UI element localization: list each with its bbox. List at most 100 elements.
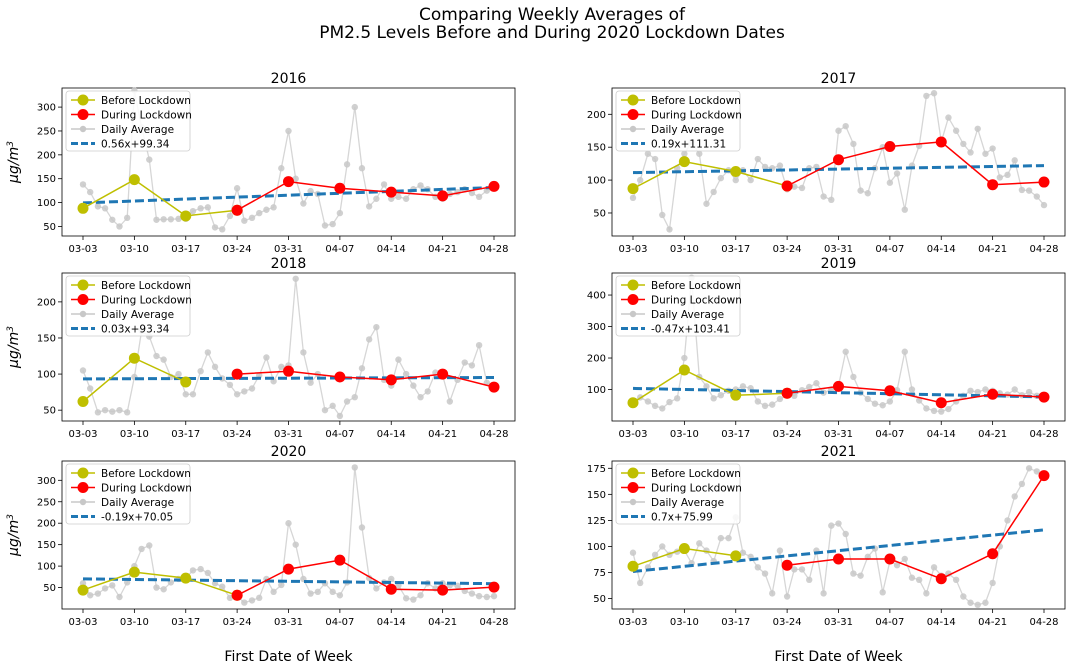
legend-during-lockdown-label: During Lockdown (101, 294, 192, 306)
daily-average-point (204, 204, 212, 211)
daily-average-point (241, 388, 248, 395)
y-tick-label: 200 (587, 110, 606, 121)
figure-title-line2: PM2.5 Levels Before and During 2020 Lock… (319, 23, 785, 43)
during-lockdown-point (1038, 470, 1050, 482)
daily-average-point (989, 579, 996, 587)
legend-box (65, 463, 191, 525)
daily-average-point (659, 543, 666, 550)
legend-before-lockdown-label: Before Lockdown (101, 280, 191, 292)
daily-average-point (226, 212, 234, 220)
before-lockdown-point (730, 550, 742, 562)
daily-average-point (402, 195, 410, 202)
legend-before-lockdown-label: Before Lockdown (651, 468, 741, 480)
legend-daily-average-label: Daily Average (101, 124, 174, 136)
y-tick-label: 50 (593, 594, 606, 605)
before-lockdown-point (627, 397, 639, 409)
daily-average-point (101, 205, 109, 212)
panel-title: 2017 (821, 71, 857, 87)
before-lockdown-point (678, 543, 690, 555)
daily-average-point (666, 226, 673, 233)
daily-average-point (329, 588, 336, 596)
x-tick-label: 04-21 (978, 244, 1007, 255)
daily-average-point (901, 555, 908, 563)
x-tick-label: 04-14 (377, 429, 406, 440)
daily-average-point (365, 203, 373, 210)
y-tick-label: 50 (43, 406, 56, 417)
daily-average-point (101, 406, 109, 414)
x-tick-label: 03-10 (670, 244, 699, 255)
daily-average-point (109, 582, 116, 589)
x-tick-label: 03-17 (721, 429, 750, 440)
daily-average-point (893, 170, 901, 177)
x-tick-label: 03-31 (274, 429, 303, 440)
panel-title: 2021 (821, 444, 857, 460)
legend-before-lockdown-label: Before Lockdown (101, 95, 191, 107)
daily-average-point (468, 590, 476, 597)
during-lockdown-point (488, 581, 500, 593)
daily-average-point (175, 215, 182, 223)
legend-during-lockdown-swatch-marker (77, 482, 89, 493)
legend-daily-average-label: Daily Average (651, 497, 724, 509)
during-lockdown-point (231, 368, 243, 380)
daily-average-point (94, 590, 102, 597)
legend-box (615, 463, 741, 525)
daily-average-point (292, 175, 299, 182)
panel-title: 2018 (271, 256, 307, 272)
daily-average-point (798, 184, 806, 192)
daily-average-point (813, 380, 820, 387)
daily-average-point (710, 188, 717, 196)
y-tick-label: 150 (587, 490, 606, 501)
daily-average-point (930, 564, 938, 571)
legend-before-lockdown-label: Before Lockdown (651, 280, 741, 292)
daily-average-point (270, 588, 277, 596)
y-tick-label: 50 (43, 583, 56, 594)
daily-average-point (146, 156, 153, 163)
daily-average-point (329, 402, 336, 410)
daily-average-point (629, 549, 637, 556)
during-lockdown-point (781, 559, 793, 571)
daily-average-point (123, 409, 131, 416)
daily-average-point (761, 163, 769, 171)
before-lockdown-point (128, 174, 140, 186)
trend-line (632, 164, 1045, 175)
daily-average-point (820, 193, 827, 200)
daily-average-point (292, 275, 299, 282)
daily-average-point (1033, 468, 1041, 475)
daily-average-point (175, 370, 182, 378)
daily-average-point (336, 412, 344, 420)
legend-box (65, 275, 191, 337)
legend-daily-average-label: Daily Average (101, 309, 174, 321)
y-tick-label: 400 (587, 291, 606, 302)
daily-average-point (211, 363, 219, 371)
during-lockdown-point (884, 553, 896, 565)
daily-average-point (475, 193, 483, 201)
y-tick-label: 150 (37, 540, 56, 551)
panel-title: 2016 (271, 71, 307, 87)
daily-average-point (644, 398, 652, 405)
daily-average-point (761, 402, 769, 410)
x-tick-label: 04-14 (927, 244, 956, 255)
daily-average-point (307, 187, 314, 195)
trend-line (82, 577, 495, 586)
daily-average-point (967, 149, 974, 156)
daily-average-point (982, 386, 989, 393)
before-lockdown-line (82, 571, 238, 597)
legend-daily-average-label: Daily Average (101, 497, 174, 509)
daily-average-point (365, 336, 373, 343)
daily-average-point (1004, 171, 1011, 179)
x-tick-label: 03-31 (274, 244, 303, 255)
legend-box (615, 275, 741, 337)
daily-average-point (850, 570, 857, 577)
daily-average-point (893, 562, 901, 569)
daily-average-point (1011, 386, 1018, 393)
trend-line (82, 186, 495, 205)
daily-average-point (358, 165, 366, 172)
daily-average-point (307, 379, 314, 386)
daily-average-point (402, 595, 410, 602)
y-axis-label-exponent: 3 (6, 514, 16, 520)
x-tick-label: 03-03 (618, 617, 647, 628)
during-lockdown-point (781, 387, 793, 399)
before-lockdown-line (632, 160, 788, 190)
daily-average-point (769, 590, 776, 597)
daily-average-point (402, 370, 410, 378)
